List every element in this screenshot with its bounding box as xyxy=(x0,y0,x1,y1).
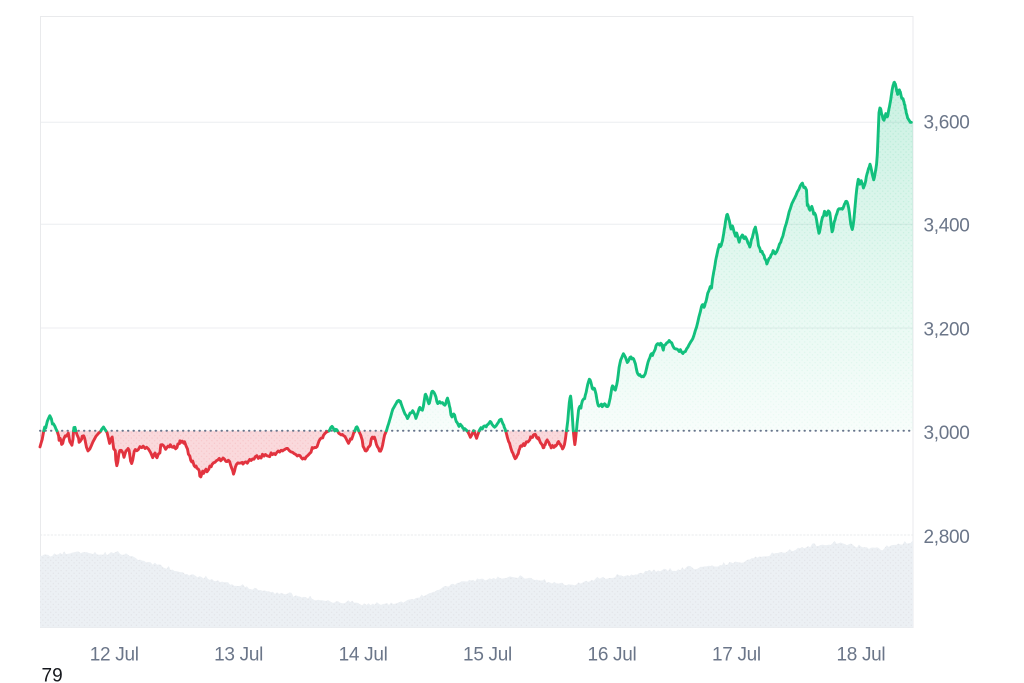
svg-text:15 Jul: 15 Jul xyxy=(463,645,512,666)
svg-text:16 Jul: 16 Jul xyxy=(588,645,637,666)
svg-text:2,800: 2,800 xyxy=(924,527,970,548)
svg-text:14 Jul: 14 Jul xyxy=(339,645,388,666)
svg-text:3,600: 3,600 xyxy=(924,113,970,134)
svg-text:3,200: 3,200 xyxy=(924,319,970,340)
svg-text:3,400: 3,400 xyxy=(924,216,970,237)
svg-text:18 Jul: 18 Jul xyxy=(836,645,885,666)
svg-text:3,000: 3,000 xyxy=(924,423,970,444)
svg-text:17 Jul: 17 Jul xyxy=(712,645,761,666)
svg-text:13 Jul: 13 Jul xyxy=(214,645,263,666)
svg-text:79: 79 xyxy=(42,666,63,683)
svg-text:12 Jul: 12 Jul xyxy=(90,645,139,666)
